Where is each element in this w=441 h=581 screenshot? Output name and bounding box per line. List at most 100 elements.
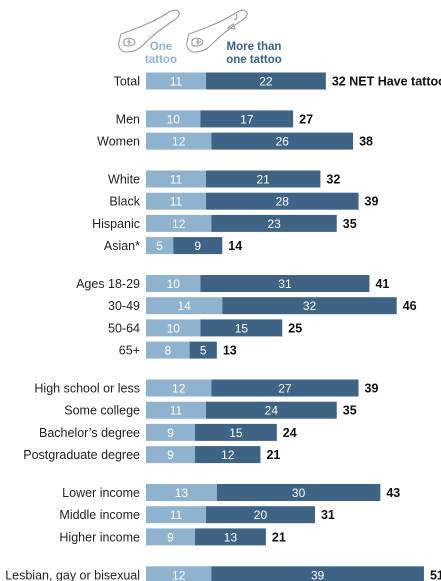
bar-more-than-one-tattoo — [189, 341, 217, 359]
bar-one-tattoo — [146, 423, 196, 441]
data-label-more-than-one: 31 — [278, 277, 292, 291]
bar-one-tattoo — [146, 401, 206, 419]
data-label-more-than-one: 24 — [265, 404, 279, 418]
bar-one-tattoo — [146, 528, 196, 546]
data-label-net-total: 46 — [403, 299, 417, 313]
data-label-more-than-one: 15 — [235, 321, 249, 335]
bar-more-than-one-tattoo — [195, 446, 261, 464]
data-label-more-than-one: 17 — [240, 112, 254, 126]
data-label-net-total: 51 — [430, 568, 441, 581]
bar-more-than-one-tattoo — [200, 275, 370, 292]
category-label: Black — [109, 195, 140, 209]
category-label: Ages 18-29 — [76, 277, 140, 291]
bar-one-tattoo — [146, 170, 206, 188]
bar-more-than-one-tattoo — [205, 170, 321, 188]
data-label-more-than-one: 39 — [311, 568, 325, 581]
data-label-net-total: 32 — [326, 173, 340, 187]
legend-more-than-one-line1: More than — [227, 41, 282, 53]
data-label-more-than-one: 22 — [259, 75, 273, 89]
data-label-one-tattoo: 10 — [167, 277, 181, 291]
bar-rows: Total 11 22 32 NET Have tattoos Men 10 17 27 Wom… — [5, 72, 441, 581]
bar-one-tattoo — [146, 297, 223, 315]
data-label-one-tattoo: 14 — [177, 299, 191, 313]
category-label: Lower income — [62, 486, 140, 500]
bar-more-than-one-tattoo — [211, 132, 354, 150]
bar-one-tattoo — [146, 192, 206, 210]
data-label-more-than-one: 26 — [276, 135, 290, 149]
bar-more-than-one-tattoo — [211, 379, 359, 397]
legend-one-tattoo-line2: tattoo — [145, 54, 177, 66]
category-label: 50-64 — [108, 321, 140, 335]
category-label: High school or less — [34, 382, 140, 396]
category-label: Postgraduate degree — [23, 448, 140, 462]
data-label-more-than-one: 9 — [194, 239, 201, 253]
data-label-net-total: 21 — [272, 530, 286, 544]
data-label-net-total: 32 NET Have tattoos — [332, 75, 441, 89]
category-label: Bachelor’s degree — [39, 426, 140, 440]
bar-more-than-one-tattoo — [205, 506, 315, 524]
bar-one-tattoo — [146, 110, 201, 128]
data-label-one-tattoo: 12 — [172, 568, 186, 581]
data-label-more-than-one: 23 — [267, 217, 281, 231]
data-label-net-total: 35 — [343, 404, 357, 418]
data-label-more-than-one: 27 — [278, 382, 292, 396]
data-label-more-than-one: 15 — [229, 426, 243, 440]
data-label-one-tattoo: 11 — [170, 508, 183, 522]
data-label-net-total: 21 — [266, 448, 280, 462]
data-label-net-total: 14 — [228, 239, 242, 253]
data-label-net-total: 39 — [365, 195, 379, 209]
bar-one-tattoo — [146, 341, 190, 359]
bar-one-tattoo — [146, 275, 201, 292]
data-label-one-tattoo: 11 — [170, 173, 183, 187]
data-label-net-total: 41 — [375, 277, 389, 291]
category-label: Asian* — [104, 239, 140, 253]
category-label: Lesbian, gay or bisexual — [5, 568, 140, 581]
data-label-one-tattoo: 9 — [167, 530, 174, 544]
category-label: Men — [116, 112, 140, 126]
data-label-one-tattoo: 11 — [170, 404, 183, 418]
legend-more-than-one-line2: one tattoo — [226, 54, 282, 66]
data-label-one-tattoo: 9 — [167, 426, 174, 440]
data-label-net-total: 24 — [283, 426, 297, 440]
data-label-one-tattoo: 9 — [167, 448, 174, 462]
data-label-more-than-one: 20 — [254, 508, 268, 522]
data-label-one-tattoo: 10 — [167, 112, 181, 126]
category-label: Some college — [64, 404, 140, 418]
bar-one-tattoo — [146, 132, 212, 150]
data-label-more-than-one: 12 — [221, 448, 235, 462]
bar-one-tattoo — [146, 237, 174, 255]
bar-more-than-one-tattoo — [195, 528, 266, 546]
data-label-one-tattoo: 11 — [170, 75, 183, 89]
category-label: Higher income — [59, 530, 140, 544]
bar-more-than-one-tattoo — [222, 297, 397, 315]
data-label-one-tattoo: 11 — [170, 195, 183, 209]
bar-one-tattoo — [146, 506, 206, 524]
data-label-one-tattoo: 12 — [172, 382, 186, 396]
data-label-more-than-one: 5 — [200, 344, 207, 358]
bar-one-tattoo — [146, 72, 206, 90]
data-label-more-than-one: 13 — [224, 530, 238, 544]
legend-one-tattoo-line1: One — [150, 41, 172, 53]
bar-more-than-one-tattoo — [200, 110, 294, 128]
data-label-one-tattoo: 13 — [175, 486, 189, 500]
bar-one-tattoo — [146, 484, 217, 501]
bar-more-than-one-tattoo — [211, 214, 337, 232]
category-label: Hispanic — [92, 217, 140, 231]
data-label-one-tattoo: 12 — [172, 217, 186, 231]
data-label-one-tattoo: 5 — [156, 239, 163, 253]
category-label: White — [108, 173, 140, 187]
data-label-net-total: 35 — [343, 217, 357, 231]
data-label-net-total: 25 — [288, 321, 302, 335]
category-label: Women — [97, 135, 140, 149]
data-label-one-tattoo: 10 — [167, 321, 181, 335]
data-label-more-than-one: 32 — [303, 299, 317, 313]
bar-more-than-one-tattoo — [173, 237, 223, 255]
data-label-net-total: 27 — [299, 112, 313, 126]
data-label-more-than-one: 21 — [256, 173, 270, 187]
bar-more-than-one-tattoo — [200, 319, 283, 337]
category-label: 30-49 — [108, 299, 140, 313]
bar-more-than-one-tattoo — [211, 566, 424, 581]
bar-more-than-one-tattoo — [205, 72, 326, 90]
bar-one-tattoo — [146, 566, 212, 581]
